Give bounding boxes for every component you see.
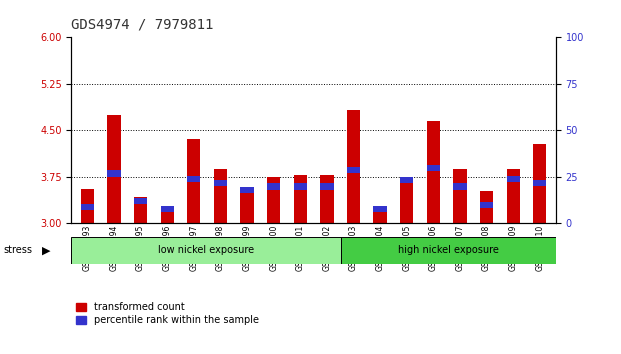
Bar <box>347 167 360 173</box>
Bar <box>427 165 440 171</box>
Bar <box>240 187 254 193</box>
Bar <box>81 204 94 210</box>
Bar <box>480 202 493 208</box>
Bar <box>453 169 466 223</box>
Bar <box>107 170 120 177</box>
Bar <box>400 177 414 223</box>
Text: high nickel exposure: high nickel exposure <box>397 245 499 256</box>
Bar <box>340 237 556 264</box>
Bar <box>214 180 227 186</box>
Bar <box>187 176 201 182</box>
Bar <box>480 191 493 223</box>
Text: stress: stress <box>3 245 32 256</box>
Bar <box>373 206 387 223</box>
Bar <box>400 177 414 183</box>
Bar <box>134 198 147 205</box>
Bar <box>187 139 201 223</box>
Bar <box>373 206 387 212</box>
Bar <box>507 176 520 182</box>
Text: ▶: ▶ <box>42 245 51 256</box>
Bar <box>320 175 333 223</box>
Bar <box>427 121 440 223</box>
Bar <box>161 206 174 223</box>
Bar <box>107 115 120 223</box>
Text: low nickel exposure: low nickel exposure <box>158 245 254 256</box>
Bar <box>533 144 546 223</box>
Bar <box>240 187 254 223</box>
Bar <box>214 169 227 223</box>
Bar <box>507 169 520 223</box>
Bar <box>294 175 307 223</box>
Bar <box>320 183 333 190</box>
Bar <box>533 180 546 186</box>
Text: GDS4974 / 7979811: GDS4974 / 7979811 <box>71 18 214 32</box>
Bar <box>453 183 466 190</box>
Bar <box>161 206 174 212</box>
Bar <box>267 183 280 190</box>
Bar <box>347 110 360 223</box>
Bar <box>134 197 147 223</box>
Bar <box>267 177 280 223</box>
Legend: transformed count, percentile rank within the sample: transformed count, percentile rank withi… <box>76 302 259 325</box>
Bar <box>294 183 307 190</box>
Bar <box>81 189 94 223</box>
Bar <box>71 237 340 264</box>
